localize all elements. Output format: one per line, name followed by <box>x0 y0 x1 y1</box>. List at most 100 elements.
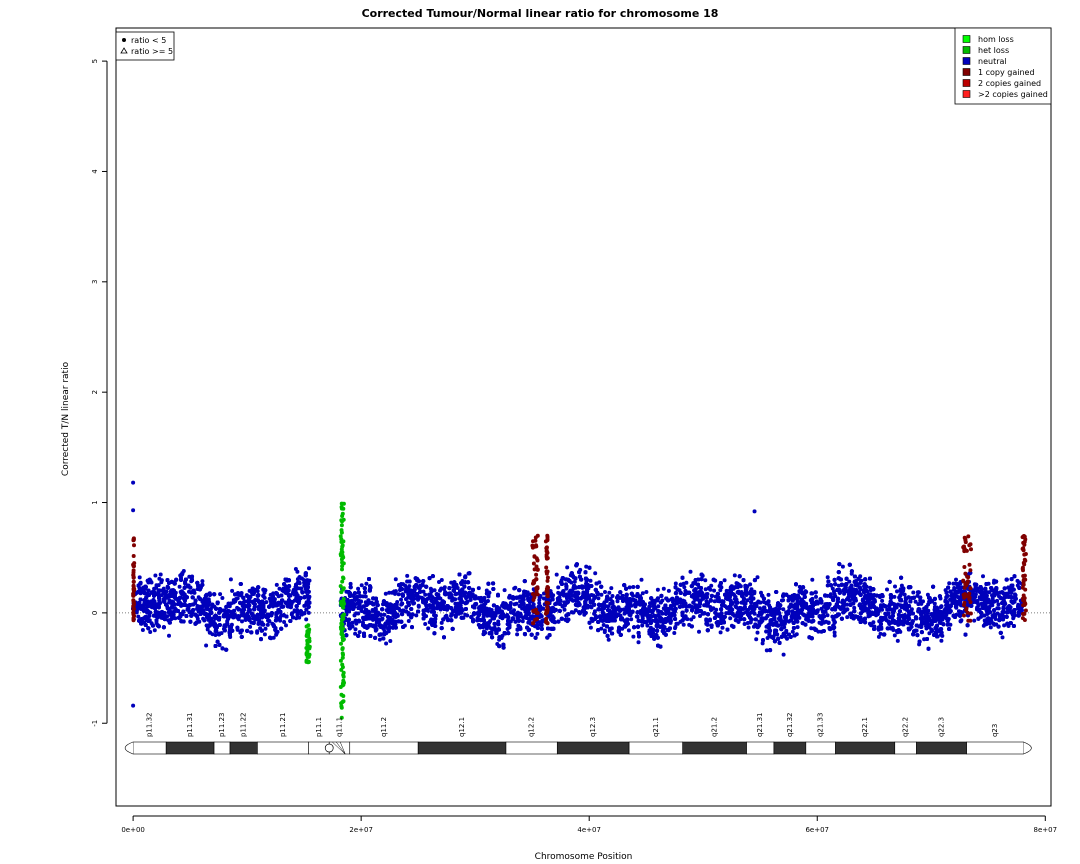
data-point <box>820 619 825 624</box>
data-point <box>359 583 364 588</box>
data-point <box>631 585 636 589</box>
data-point <box>714 607 719 612</box>
data-point <box>925 592 930 597</box>
data-point <box>416 603 421 608</box>
data-point <box>694 610 698 615</box>
data-point <box>264 600 269 605</box>
data-point <box>200 579 205 584</box>
data-point <box>825 613 830 618</box>
data-point <box>439 620 444 625</box>
data-point <box>755 630 760 635</box>
data-point <box>656 604 661 609</box>
data-point <box>535 631 540 636</box>
y-tick-label: -1 <box>91 720 99 727</box>
data-point <box>187 574 192 579</box>
data-point <box>381 636 386 641</box>
data-point <box>954 577 958 582</box>
data-point <box>481 615 486 620</box>
data-point <box>352 613 357 618</box>
data-point <box>515 632 520 637</box>
data-point <box>781 652 786 657</box>
data-point <box>507 595 512 600</box>
data-point <box>684 580 689 585</box>
data-point <box>205 627 210 632</box>
data-point <box>627 585 632 590</box>
data-point <box>406 619 411 623</box>
data-point <box>593 595 598 599</box>
data-point <box>845 615 850 620</box>
y-tick-label: 0 <box>91 611 99 615</box>
data-point <box>656 608 660 613</box>
data-point <box>353 627 358 632</box>
data-point <box>364 581 369 586</box>
data-point <box>893 584 897 589</box>
data-point <box>390 625 395 630</box>
data-point <box>602 630 607 635</box>
data-point <box>580 585 585 590</box>
data-point <box>609 586 614 591</box>
data-point <box>610 594 615 598</box>
data-point <box>629 617 634 622</box>
plot-frame <box>115 27 1052 807</box>
data-point <box>596 596 601 601</box>
data-point <box>293 567 298 571</box>
data-point <box>607 590 612 595</box>
data-point <box>626 628 631 633</box>
data-point <box>895 589 899 594</box>
data-point <box>631 634 636 639</box>
data-point <box>947 581 952 586</box>
data-point <box>554 572 559 577</box>
data-point <box>644 590 649 594</box>
data-point <box>795 625 800 630</box>
data-point <box>896 612 901 617</box>
data-point <box>387 590 392 595</box>
data-point <box>294 616 299 621</box>
data-point <box>255 630 260 635</box>
data-point <box>284 623 288 628</box>
data-point <box>622 611 627 616</box>
data-point <box>995 598 1000 603</box>
data-point <box>698 614 702 618</box>
x-tick-label: 0e+00 <box>121 826 145 834</box>
data-point <box>589 605 594 610</box>
data-point <box>764 648 769 653</box>
data-point <box>405 573 410 578</box>
data-point <box>599 626 604 631</box>
data-point <box>396 592 401 597</box>
data-point <box>476 586 481 591</box>
data-point <box>878 631 883 636</box>
y-tick-label: 1 <box>91 500 99 504</box>
data-point <box>820 609 825 614</box>
data-point <box>689 617 694 622</box>
x-tick-label: 6e+07 <box>805 826 829 834</box>
data-point <box>732 593 737 597</box>
data-point <box>353 631 358 636</box>
data-point <box>439 578 444 582</box>
data-point <box>152 628 157 633</box>
data-point <box>423 592 428 597</box>
data-point <box>593 571 598 576</box>
data-point <box>228 609 233 614</box>
data-point <box>620 626 625 631</box>
data-point <box>220 596 225 600</box>
data-point <box>465 613 470 618</box>
data-point <box>825 575 830 580</box>
data-point <box>356 611 361 616</box>
data-point <box>520 619 525 624</box>
data-point <box>161 586 166 591</box>
data-point <box>752 589 757 594</box>
data-point <box>300 590 305 595</box>
data-point <box>655 587 660 592</box>
data-point <box>885 587 889 592</box>
data-point <box>159 578 164 583</box>
data-point <box>148 630 153 634</box>
data-point <box>645 623 650 628</box>
data-point <box>895 638 900 643</box>
data-point <box>951 581 956 586</box>
data-point <box>426 626 431 631</box>
data-point <box>972 618 977 623</box>
data-point <box>611 604 616 609</box>
data-point <box>847 579 852 584</box>
data-point <box>840 564 845 569</box>
data-point <box>781 598 786 603</box>
